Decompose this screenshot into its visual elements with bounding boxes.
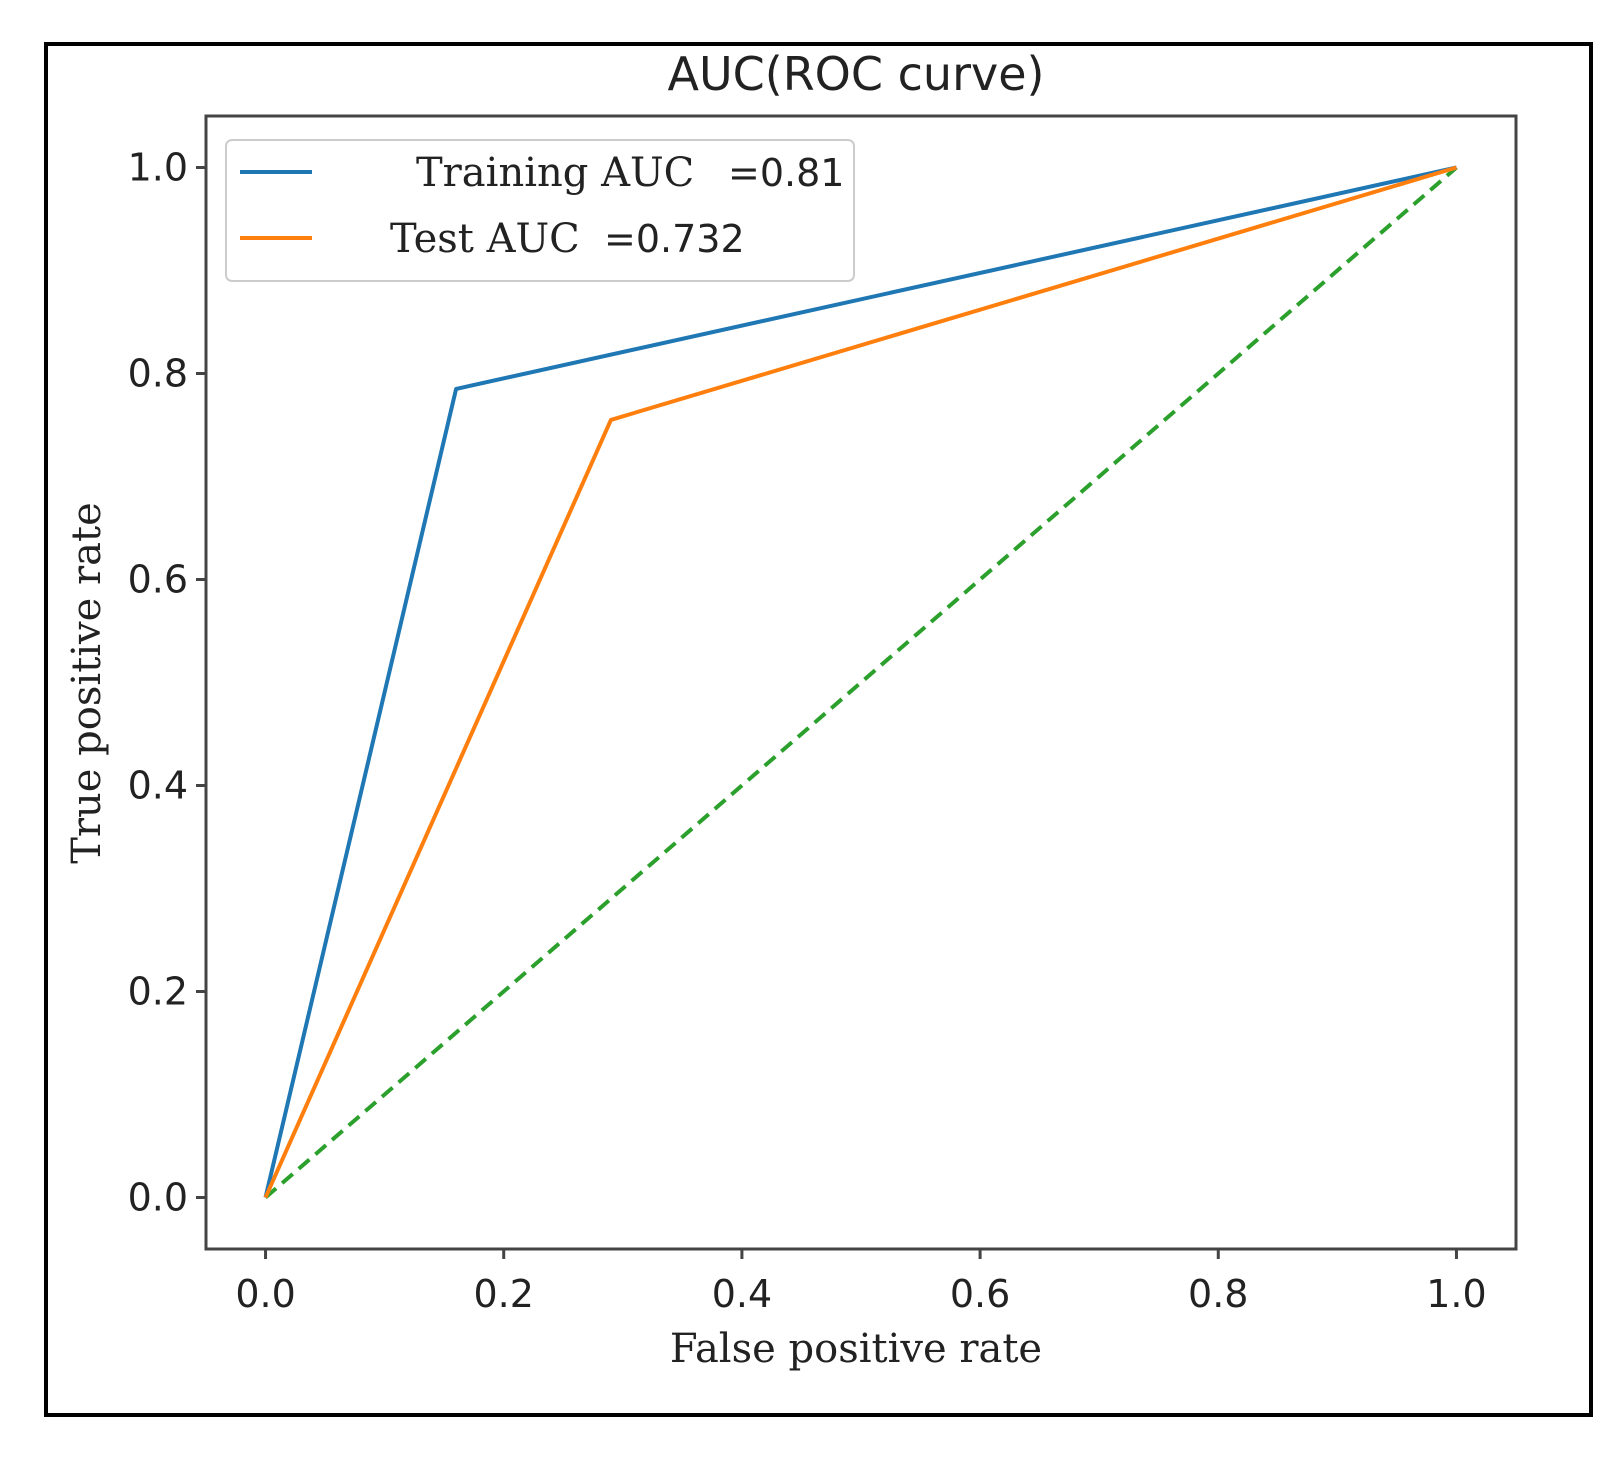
x-tick-label: 0.8: [1188, 1272, 1248, 1316]
series-line-training: [263, 165, 1457, 1198]
x-tick-label: 0.4: [712, 1272, 772, 1316]
legend-label-training: Training AUC: [416, 150, 694, 196]
x-tick-label: 1.0: [1426, 1272, 1486, 1316]
chart-title: AUC(ROC curve): [668, 47, 1045, 101]
figure-frame: AUC(ROC curve) 0.0 0.2 0.4 0.6 0.8 1.0 0.0 0.2…: [44, 42, 1593, 1417]
x-tick-label: 0.6: [950, 1272, 1010, 1316]
y-tick-label: 0.8: [128, 352, 188, 396]
x-tick-label: 0.0: [235, 1272, 295, 1316]
plot-area: [204, 114, 1518, 1251]
x-tick-label: 0.2: [474, 1272, 534, 1316]
x-axis-ticks: 0.0 0.2 0.4 0.6 0.8 1.0: [235, 1249, 1487, 1316]
y-tick-label: 0.0: [128, 1176, 188, 1220]
y-axis-label: True positive rate: [64, 502, 110, 864]
y-tick-label: 1.0: [128, 146, 188, 190]
y-tick-label: 0.6: [128, 558, 188, 602]
series-layer: [263, 165, 1458, 1200]
x-axis-label: False positive rate: [670, 1326, 1042, 1372]
y-tick-label: 0.2: [128, 970, 188, 1014]
legend-box: [225, 139, 855, 282]
legend-value-training: =0.81: [728, 151, 844, 195]
roc-chart: AUC(ROC curve) 0.0 0.2 0.4 0.6 0.8 1.0 0.0 0.2…: [64, 47, 1518, 1372]
y-tick-label: 0.4: [128, 764, 188, 808]
legend: Training AUC =0.81 Test AUC =0.732: [225, 139, 855, 282]
legend-value-test: =0.732: [604, 217, 745, 261]
series-line-chance: [264, 165, 1458, 1200]
series-line-test: [263, 165, 1458, 1199]
y-axis-ticks: 0.0 0.2 0.4 0.6 0.8 1.0: [128, 146, 206, 1220]
legend-label-test: Test AUC: [390, 216, 580, 262]
